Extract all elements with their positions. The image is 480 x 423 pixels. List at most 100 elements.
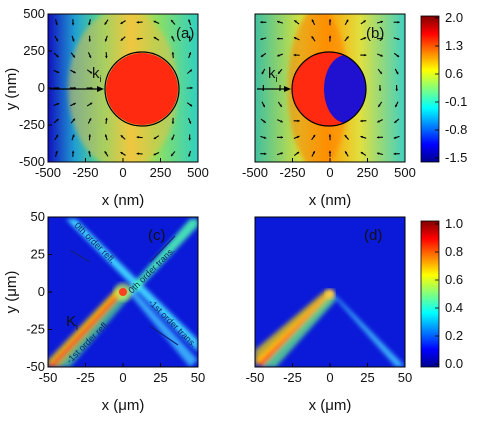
field-arrow-head xyxy=(71,23,75,26)
field-arrow-head xyxy=(189,69,192,72)
field-arrow-head xyxy=(188,52,192,55)
field-arrow-head xyxy=(89,102,93,106)
x-tick-label: 250 xyxy=(357,165,379,180)
field-arrow-head xyxy=(346,36,349,39)
field-arrow-head xyxy=(171,19,174,23)
field-arrow-head xyxy=(363,20,366,23)
panel-b-particle-right xyxy=(324,55,366,123)
field-arrow-head xyxy=(378,104,381,107)
colorbar-top: 2.0 1.3 0.6 -0.1 -0.8 -1.5 xyxy=(420,10,467,165)
field-arrow-head xyxy=(264,152,267,156)
colorbar-tick-label: -0.8 xyxy=(445,122,467,137)
panel-d-xlabel: x (μm) xyxy=(309,397,352,414)
field-arrow-head xyxy=(344,135,348,138)
field-arrow-head xyxy=(311,19,315,23)
field-arrow-head xyxy=(188,35,191,38)
field-arrow-head xyxy=(395,71,399,75)
panel-c-ylabel: y (μm) xyxy=(3,271,20,314)
panel-c-1st-trans-beam xyxy=(128,288,198,367)
panel-b-xlabel: x (nm) xyxy=(309,192,352,209)
field-arrow-head xyxy=(88,55,92,58)
field-arrow-head xyxy=(105,117,108,121)
field-arrow-head xyxy=(394,120,397,123)
field-arrow-head xyxy=(120,38,124,41)
field-arrow-head xyxy=(297,119,300,123)
field-arrow-head xyxy=(189,103,193,107)
colorbar-tick-label: 0.2 xyxy=(445,328,463,343)
y-tick-label: 0 xyxy=(38,80,45,95)
field-arrow-head xyxy=(328,134,332,137)
field-arrow-head xyxy=(72,134,75,137)
colorbar-tick-label: 0.6 xyxy=(445,66,463,81)
field-arrow-head xyxy=(279,104,282,107)
x-tick-label: 0 xyxy=(326,370,333,385)
y-tick-label: -500 xyxy=(19,154,45,169)
field-arrow-head xyxy=(136,152,139,156)
field-arrow-head xyxy=(395,88,398,91)
panel-a-k-label: ki xyxy=(92,65,102,84)
field-arrow-head xyxy=(104,22,107,25)
x-tick-label: 500 xyxy=(187,165,209,180)
field-arrow-head xyxy=(88,39,91,42)
x-tick-label: -250 xyxy=(72,165,98,180)
field-arrow-head xyxy=(153,37,157,40)
field-arrow-head xyxy=(104,151,107,154)
field-arrow-head xyxy=(88,150,91,154)
field-arrow-head xyxy=(260,37,263,41)
field-arrow-head xyxy=(294,20,297,23)
field-arrow-head xyxy=(72,55,75,58)
panel-b-label: (b) xyxy=(366,25,384,42)
field-arrow-head xyxy=(360,152,364,155)
colorbar-tick-label: 0.0 xyxy=(445,356,463,371)
field-arrow-head xyxy=(293,53,296,57)
panel-b-k-label: ki xyxy=(268,65,278,84)
field-arrow-head xyxy=(377,120,380,123)
x-tick-label: 500 xyxy=(394,165,416,180)
field-arrow-head xyxy=(328,19,332,22)
field-arrow-head xyxy=(188,154,191,157)
field-arrow-head xyxy=(379,71,382,74)
field-arrow-head xyxy=(104,39,108,42)
field-arrow-head xyxy=(261,71,265,75)
field-arrow-head xyxy=(72,39,75,42)
panel-a-ylabel: y (nm) xyxy=(3,68,20,111)
field-arrow-head xyxy=(171,35,174,39)
x-tick-label: 50 xyxy=(398,370,412,385)
x-tick-label: -25 xyxy=(76,370,95,385)
field-arrow-head xyxy=(89,71,93,74)
field-arrow-head xyxy=(104,134,108,137)
field-arrow-head xyxy=(136,37,139,41)
field-arrow-head xyxy=(280,136,283,139)
field-arrow-head xyxy=(188,19,191,22)
field-arrow-head xyxy=(293,37,297,40)
field-arrow-head xyxy=(56,102,60,106)
field-arrow-head xyxy=(397,37,400,41)
field-arrow-head xyxy=(105,55,108,59)
colorbar-tick-label: -0.1 xyxy=(445,94,467,109)
field-arrow-head xyxy=(380,20,383,24)
field-arrow-head xyxy=(88,118,92,121)
field-arrow-head xyxy=(311,36,314,39)
field-arrow-head xyxy=(56,70,60,74)
field-arrow-head xyxy=(328,35,332,38)
field-arrow-head xyxy=(263,120,266,123)
field-arrow-head xyxy=(171,137,174,141)
field-arrow-head xyxy=(260,20,263,24)
x-tick-label: -50 xyxy=(246,370,265,385)
panel-c-incident-beam xyxy=(48,287,126,367)
y-tick-label: 50 xyxy=(31,209,45,224)
x-tick-label: -250 xyxy=(279,165,305,180)
field-arrow-head xyxy=(377,152,380,155)
field-arrow-head xyxy=(88,134,92,137)
panel-c-label: (c) xyxy=(148,227,166,244)
field-arrow-head xyxy=(56,54,59,58)
field-arrow-head xyxy=(277,37,280,40)
field-arrow-head xyxy=(280,152,283,155)
y-tick-label: 0 xyxy=(38,284,45,299)
field-arrow-head xyxy=(378,88,382,91)
field-arrow-head xyxy=(153,20,157,24)
field-arrow-head xyxy=(277,54,280,57)
field-arrow-head xyxy=(278,71,281,74)
field-arrow-head xyxy=(88,22,91,26)
field-arrow-head xyxy=(71,150,75,154)
